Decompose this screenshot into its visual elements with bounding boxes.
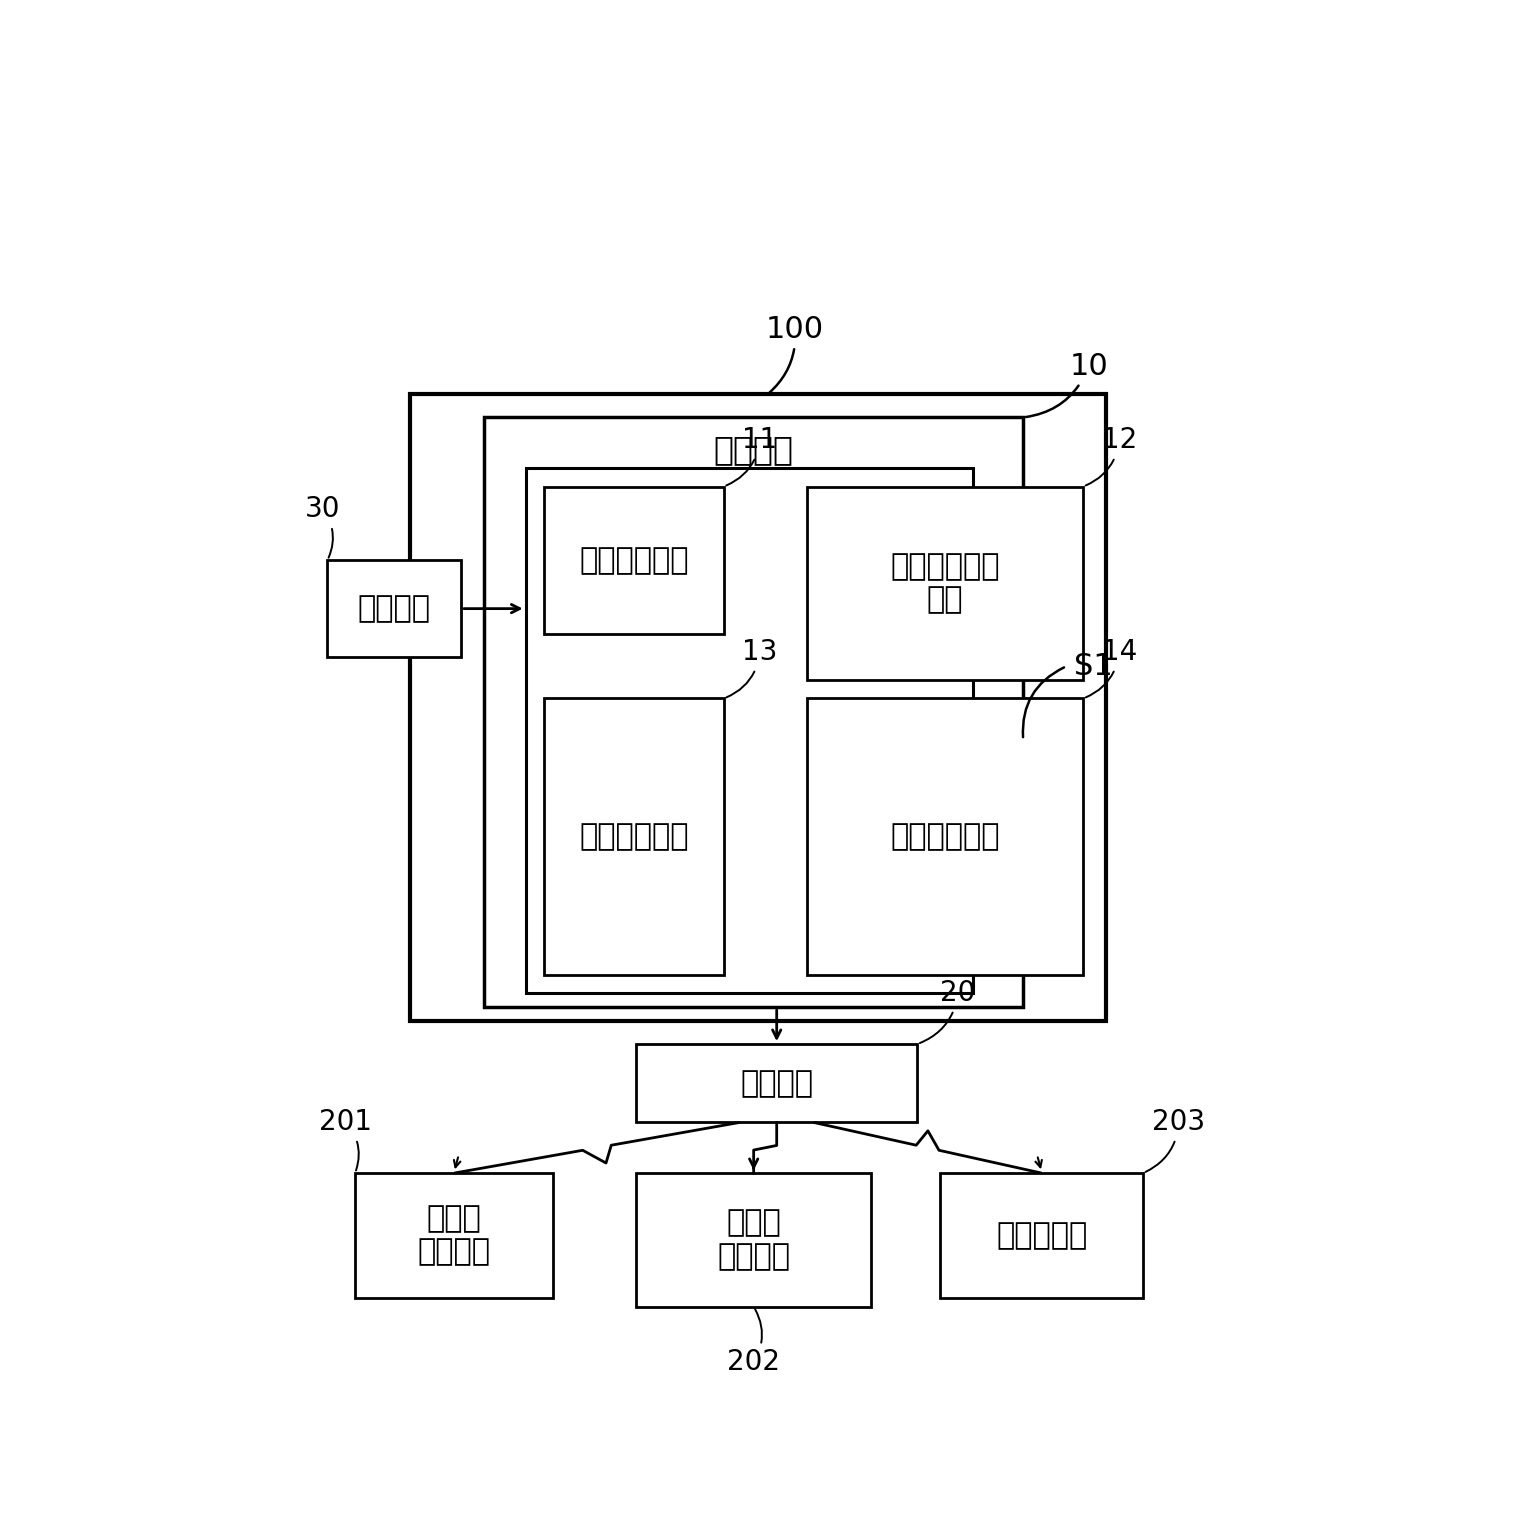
- Text: 路径建立模块: 路径建立模块: [891, 822, 1000, 851]
- Text: 30: 30: [306, 496, 340, 558]
- Text: S1: S1: [1075, 652, 1113, 681]
- Text: 12: 12: [1085, 426, 1137, 485]
- Text: 请求接收模块: 请求接收模块: [579, 546, 689, 575]
- Text: 发送端
电子装置: 发送端 电子装置: [418, 1204, 491, 1266]
- Bar: [544, 486, 724, 634]
- Bar: [356, 1173, 553, 1298]
- Bar: [941, 1173, 1143, 1298]
- Text: 网络服务器: 网络服务器: [996, 1221, 1087, 1249]
- Text: 14: 14: [1085, 638, 1137, 698]
- Bar: [483, 418, 1023, 1008]
- Text: 10: 10: [1026, 351, 1108, 416]
- Bar: [637, 1044, 917, 1122]
- Text: 接收端
电子装置: 接收端 电子装置: [717, 1208, 790, 1271]
- Text: 100: 100: [766, 315, 824, 392]
- Text: 路径选择模块: 路径选择模块: [579, 822, 689, 851]
- Bar: [807, 699, 1084, 974]
- Text: 202: 202: [727, 1309, 780, 1376]
- Bar: [544, 699, 724, 974]
- Text: 通信单元: 通信单元: [740, 1069, 813, 1097]
- Text: 处理单元: 处理单元: [714, 433, 793, 467]
- Text: 存储单元: 存储单元: [357, 594, 430, 623]
- Bar: [807, 486, 1084, 679]
- Text: 203: 203: [1146, 1108, 1205, 1172]
- Bar: [637, 1173, 871, 1307]
- Bar: [327, 561, 461, 657]
- Bar: [410, 394, 1107, 1021]
- Text: 20: 20: [920, 979, 976, 1043]
- Text: 13: 13: [727, 638, 778, 698]
- Text: 网络节点分析
模块: 网络节点分析 模块: [891, 552, 1000, 614]
- Text: 201: 201: [319, 1108, 372, 1170]
- Bar: [526, 468, 973, 994]
- Text: 11: 11: [727, 426, 777, 485]
